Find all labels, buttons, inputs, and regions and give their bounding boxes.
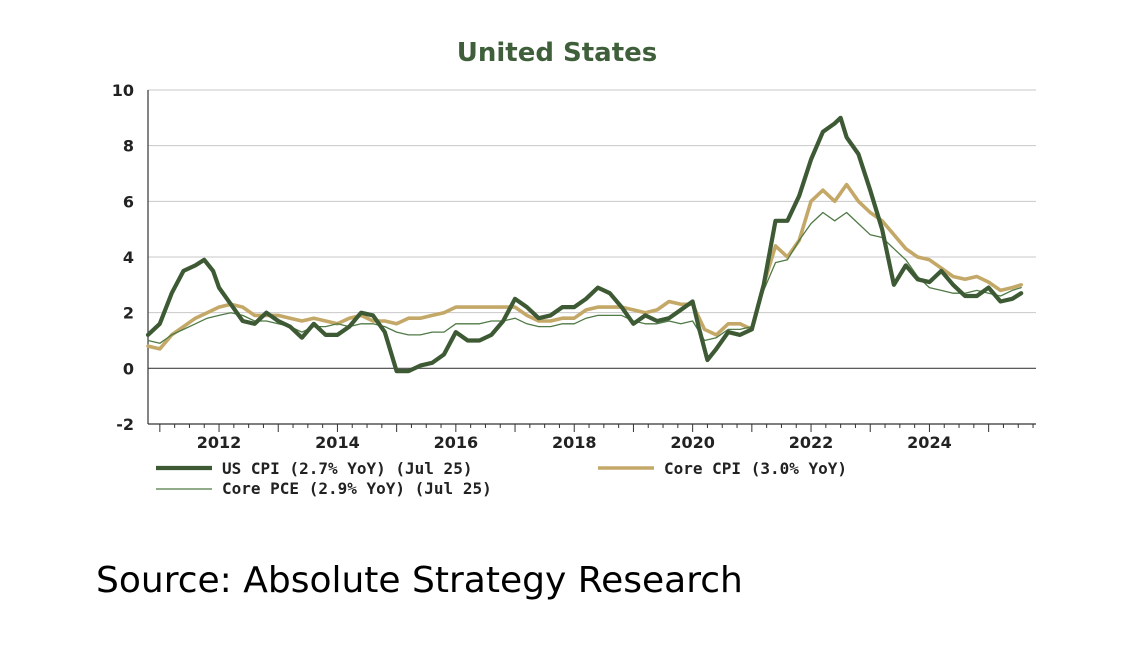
y-tick-label: 4: [123, 248, 134, 267]
legend-label-core-pce: Core PCE (2.9% YoY) (Jul 25): [222, 479, 492, 498]
legend-label-us-cpi: US CPI (2.7% YoY) (Jul 25): [222, 459, 472, 478]
x-tick-label: 2014: [315, 433, 360, 452]
y-tick-label: -2: [116, 415, 134, 434]
y-tick-label: 8: [123, 137, 134, 156]
y-tick-label: 2: [123, 304, 134, 323]
x-tick-label: 2022: [789, 433, 834, 452]
source-caption: Source: Absolute Strategy Research: [96, 560, 743, 601]
y-tick-label: 0: [123, 359, 134, 378]
axes: -2 0 2 4 6 8 10 2012 2014 2016 2018 2020 2022 2024: [112, 81, 1036, 452]
x-tick-label: 2020: [670, 433, 715, 452]
series-lines: [145, 115, 1024, 374]
chart-title: United States: [457, 38, 658, 68]
x-tick-label: 2016: [434, 433, 479, 452]
y-tick-label: 10: [112, 81, 134, 100]
chart-svg: United States -2 0 2 4 6 8 10 2012 2014 2016 2018 2…: [112, 38, 1036, 498]
legend: US CPI (2.7% YoY) (Jul 25) Core CPI (3.0%…: [156, 459, 847, 498]
x-tick-label: 2018: [552, 433, 597, 452]
gridlines: [148, 89, 1036, 425]
legend-label-core-cpi: Core CPI (3.0% YoY): [664, 459, 847, 478]
series-line-us-cpi: [145, 115, 1024, 374]
x-tick-label: 2024: [907, 433, 952, 452]
x-tick-label: 2012: [197, 433, 242, 452]
y-tick-label: 6: [123, 192, 134, 211]
